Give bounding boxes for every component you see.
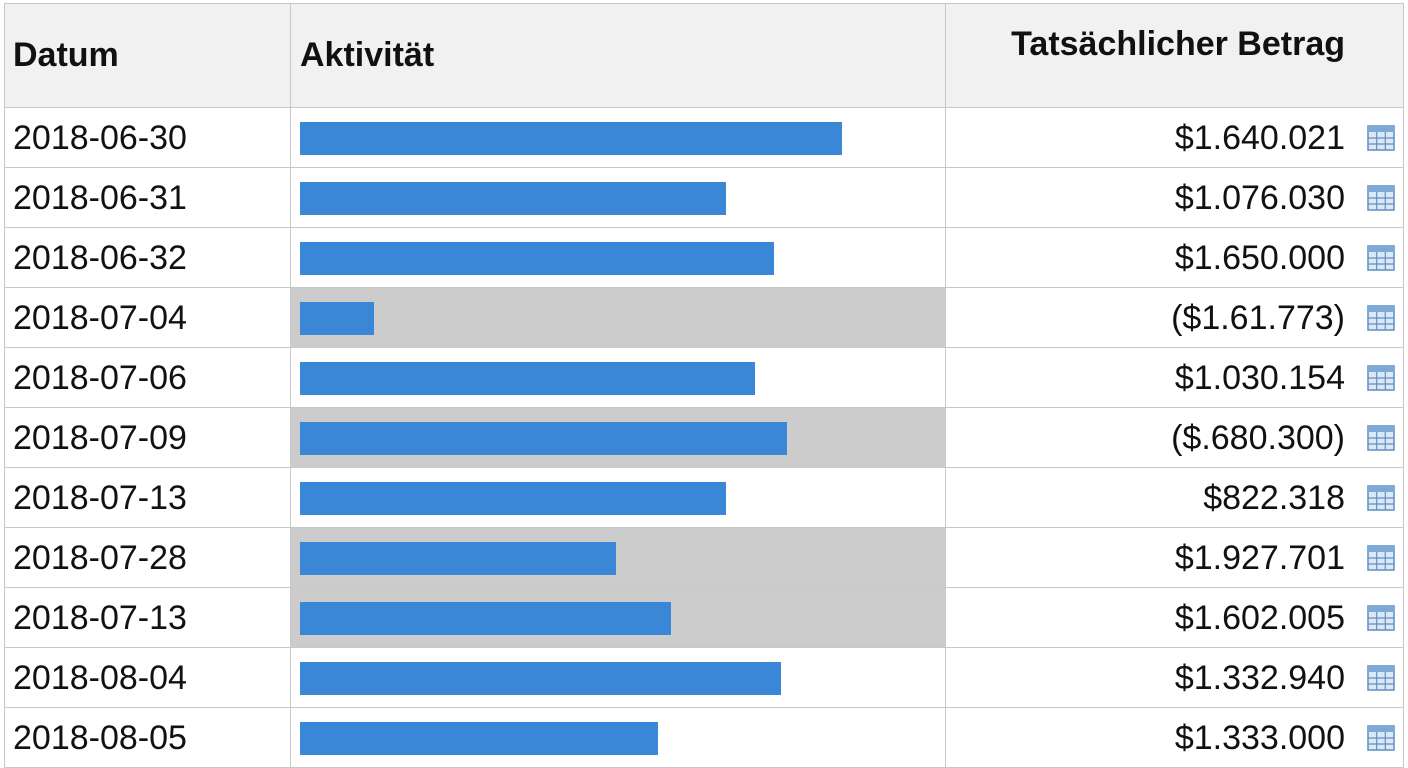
activity-cell <box>291 168 946 227</box>
date-cell: 2018-06-31 <box>5 168 291 227</box>
amount-cell: $1.030.154 <box>946 348 1403 407</box>
amount-cell: $1.333.000 <box>946 708 1403 767</box>
amount-value: $822.318 <box>1203 479 1345 517</box>
activity-bar <box>300 362 755 395</box>
date-value: 2018-08-04 <box>13 659 187 697</box>
column-header-date[interactable]: Datum <box>5 4 291 107</box>
amount-value: $1.927.701 <box>1174 539 1345 577</box>
table-grid-icon[interactable] <box>1367 485 1395 511</box>
activity-cell <box>291 228 946 287</box>
date-cell: 2018-08-04 <box>5 648 291 707</box>
amount-value: ($1.61.773) <box>1171 299 1345 337</box>
table-grid-icon[interactable] <box>1367 245 1395 271</box>
date-value: 2018-07-28 <box>13 539 187 577</box>
amount-cell: $1.650.000 <box>946 228 1403 287</box>
table-row[interactable]: 2018-07-13 $1.602.005 <box>5 588 1403 648</box>
table-row[interactable]: 2018-07-09 ($.680.300) <box>5 408 1403 468</box>
date-value: 2018-08-05 <box>13 719 187 757</box>
date-cell: 2018-07-28 <box>5 528 291 587</box>
activity-bar <box>300 602 671 635</box>
date-cell: 2018-07-06 <box>5 348 291 407</box>
date-value: 2018-07-13 <box>13 479 187 517</box>
amount-value: $1.332.940 <box>1174 659 1345 697</box>
date-value: 2018-06-32 <box>13 239 187 277</box>
date-value: 2018-06-31 <box>13 179 187 217</box>
activity-bar <box>300 662 781 695</box>
amount-cell: $1.640.021 <box>946 108 1403 167</box>
amount-value: $1.602.005 <box>1174 599 1345 637</box>
amount-cell: ($1.61.773) <box>946 288 1403 347</box>
activity-cell <box>291 108 946 167</box>
table-row[interactable]: 2018-07-13 $822.318 <box>5 468 1403 528</box>
amount-value: ($.680.300) <box>1171 419 1345 457</box>
activity-bar <box>300 422 787 455</box>
table-grid-icon[interactable] <box>1367 545 1395 571</box>
date-cell: 2018-07-04 <box>5 288 291 347</box>
amount-value: $1.076.030 <box>1174 179 1345 217</box>
column-header-activity-label: Aktivität <box>300 36 435 74</box>
date-value: 2018-06-30 <box>13 119 187 157</box>
activity-bar <box>300 542 616 575</box>
amount-cell: $1.076.030 <box>946 168 1403 227</box>
date-cell: 2018-08-05 <box>5 708 291 767</box>
table-grid-icon[interactable] <box>1367 425 1395 451</box>
column-header-date-label: Datum <box>13 36 119 74</box>
table-header: Datum Aktivität Tatsächlicher Betrag <box>5 4 1403 108</box>
table-row[interactable]: 2018-06-30 $1.640.021 <box>5 108 1403 168</box>
amount-cell: $1.602.005 <box>946 588 1403 647</box>
column-header-amount[interactable]: Tatsächlicher Betrag <box>946 4 1403 107</box>
activity-cell <box>291 708 946 767</box>
date-value: 2018-07-06 <box>13 359 187 397</box>
date-cell: 2018-07-13 <box>5 588 291 647</box>
activity-bar <box>300 302 374 335</box>
activity-cell <box>291 348 946 407</box>
table-grid-icon[interactable] <box>1367 185 1395 211</box>
table-row[interactable]: 2018-08-05 $1.333.000 <box>5 708 1403 768</box>
table-grid-icon[interactable] <box>1367 365 1395 391</box>
activity-cell <box>291 408 946 467</box>
table-row[interactable]: 2018-06-32 $1.650.000 <box>5 228 1403 288</box>
date-cell: 2018-06-30 <box>5 108 291 167</box>
date-cell: 2018-07-13 <box>5 468 291 527</box>
table-row[interactable]: 2018-07-28 $1.927.701 <box>5 528 1403 588</box>
amount-value: $1.640.021 <box>1174 119 1345 157</box>
activity-cell <box>291 588 946 647</box>
table-row[interactable]: 2018-06-31 $1.076.030 <box>5 168 1403 228</box>
activity-cell <box>291 288 946 347</box>
date-cell: 2018-07-09 <box>5 408 291 467</box>
table-row[interactable]: 2018-07-04 ($1.61.773) <box>5 288 1403 348</box>
amount-value: $1.030.154 <box>1174 359 1345 397</box>
table-grid-icon[interactable] <box>1367 305 1395 331</box>
table-grid-icon[interactable] <box>1367 605 1395 631</box>
amount-cell: $1.332.940 <box>946 648 1403 707</box>
table-row[interactable]: 2018-08-04 $1.332.940 <box>5 648 1403 708</box>
activity-bar <box>300 182 726 215</box>
activity-cell <box>291 468 946 527</box>
amount-cell: $1.927.701 <box>946 528 1403 587</box>
table-grid-icon[interactable] <box>1367 125 1395 151</box>
data-table: Datum Aktivität Tatsächlicher Betrag 201… <box>4 3 1404 768</box>
activity-bar <box>300 482 726 515</box>
amount-cell: ($.680.300) <box>946 408 1403 467</box>
amount-value: $1.333.000 <box>1174 719 1345 757</box>
column-header-amount-label: Tatsächlicher Betrag <box>1011 25 1345 63</box>
table-grid-icon[interactable] <box>1367 665 1395 691</box>
table-row[interactable]: 2018-07-06 $1.030.154 <box>5 348 1403 408</box>
activity-bar <box>300 242 774 275</box>
table-grid-icon[interactable] <box>1367 725 1395 751</box>
activity-cell <box>291 528 946 587</box>
date-value: 2018-07-09 <box>13 419 187 457</box>
date-cell: 2018-06-32 <box>5 228 291 287</box>
activity-bar <box>300 122 842 155</box>
amount-cell: $822.318 <box>946 468 1403 527</box>
date-value: 2018-07-13 <box>13 599 187 637</box>
amount-value: $1.650.000 <box>1174 239 1345 277</box>
activity-cell <box>291 648 946 707</box>
activity-bar <box>300 722 658 755</box>
column-header-activity[interactable]: Aktivität <box>291 4 946 107</box>
date-value: 2018-07-04 <box>13 299 187 337</box>
